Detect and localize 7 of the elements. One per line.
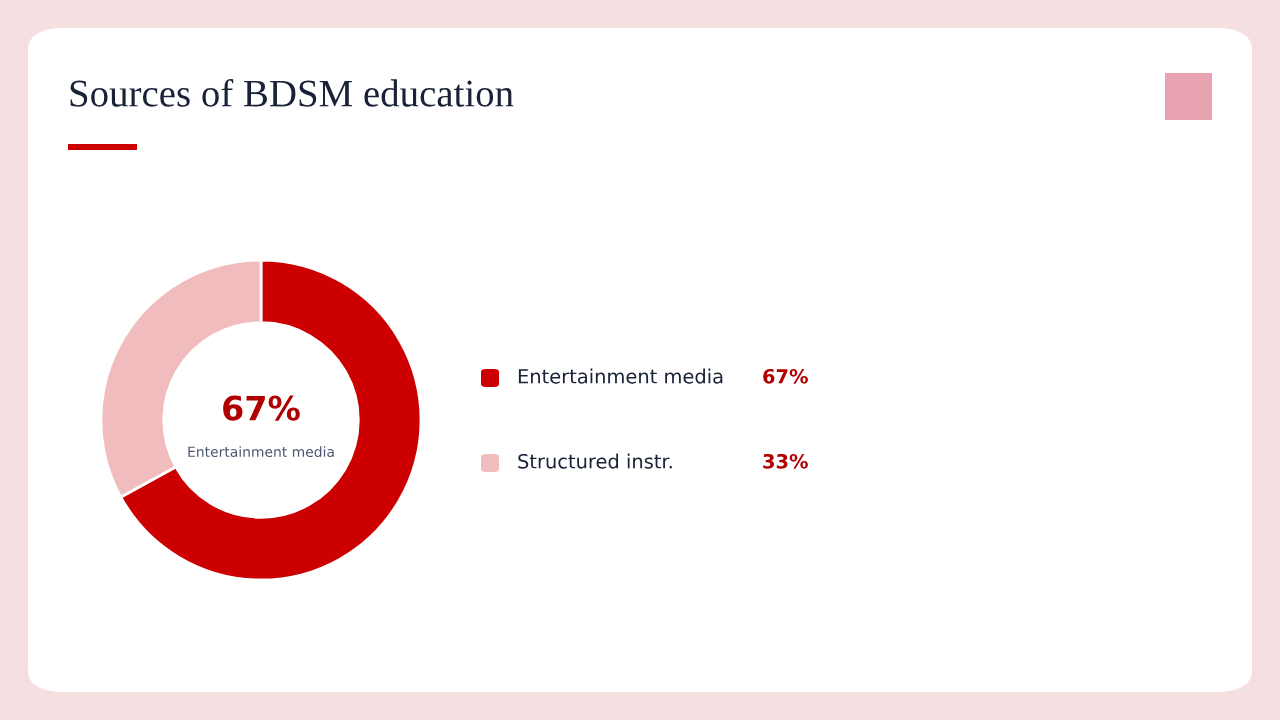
data-label: 33% — [763, 453, 808, 469]
chart-title: Sources of BDSM education — [70, 78, 514, 107]
legend-label: Structured instr. — [518, 453, 672, 469]
text: Entertainment media — [188, 446, 334, 458]
data-label: 67% — [763, 368, 808, 384]
text: 67% — [223, 395, 300, 421]
legend-label: Entertainment media — [518, 368, 723, 384]
